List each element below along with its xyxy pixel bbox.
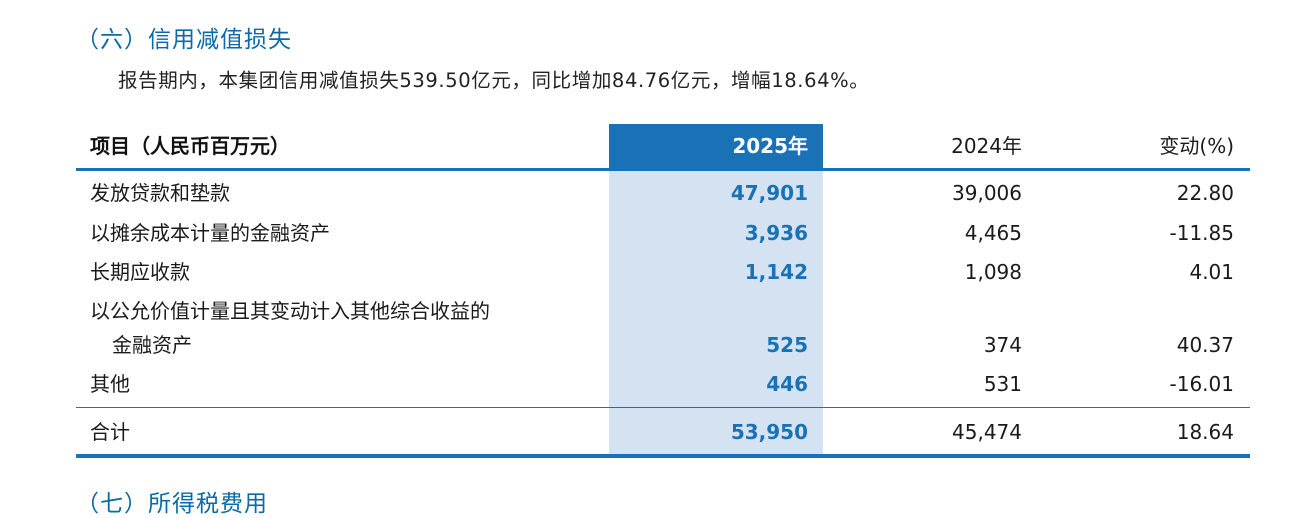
row-value-2024: 39,006 (952, 181, 1022, 205)
header-item: 项目（人民币百万元） (90, 134, 290, 158)
total-label: 合计 (90, 420, 130, 444)
header-2025: 2025年 (732, 134, 808, 158)
row-value-2024: 531 (983, 372, 1022, 396)
row-value-2025: 1,142 (744, 260, 808, 284)
row-label: 长期应收款 (90, 260, 190, 284)
row-value-2025: 525 (766, 333, 808, 357)
row-change: 4.01 (1189, 260, 1234, 284)
row-label-continued: 金融资产 (112, 333, 192, 357)
next-section-title: （七）所得税费用 (76, 491, 268, 517)
section-title: （六）信用减值损失 (76, 27, 292, 53)
row-value-2025: 3,936 (744, 221, 808, 245)
total-value-2024: 45,474 (952, 420, 1022, 444)
row-value-2024: 1,098 (964, 260, 1022, 284)
total-rule (76, 407, 1250, 408)
row-value-2025: 47,901 (730, 181, 808, 205)
total-value-2025: 53,950 (730, 420, 808, 444)
row-label: 以摊余成本计量的金融资产 (90, 221, 330, 245)
header-2024: 2024年 (951, 134, 1022, 158)
summary-paragraph: 报告期内，本集团信用减值损失539.50亿元，同比增加84.76亿元，增幅18.… (118, 69, 870, 92)
row-change: 40.37 (1176, 333, 1234, 357)
row-change: 22.80 (1176, 181, 1234, 205)
highlight-column-2025 (609, 124, 823, 458)
row-label: 以公允价值计量且其变动计入其他综合收益的 (90, 299, 490, 323)
total-change: 18.64 (1176, 420, 1234, 444)
row-value-2024: 374 (983, 333, 1022, 357)
bottom-rule (76, 454, 1250, 458)
row-value-2025: 446 (766, 372, 808, 396)
header-change: 变动(%) (1159, 134, 1234, 158)
row-label: 发放贷款和垫款 (90, 181, 230, 205)
header-rule (76, 168, 1250, 171)
highlight-header-2025 (609, 124, 823, 168)
row-change: -16.01 (1169, 372, 1234, 396)
row-label: 其他 (90, 372, 130, 396)
row-value-2024: 4,465 (964, 221, 1022, 245)
row-change: -11.85 (1169, 221, 1234, 245)
